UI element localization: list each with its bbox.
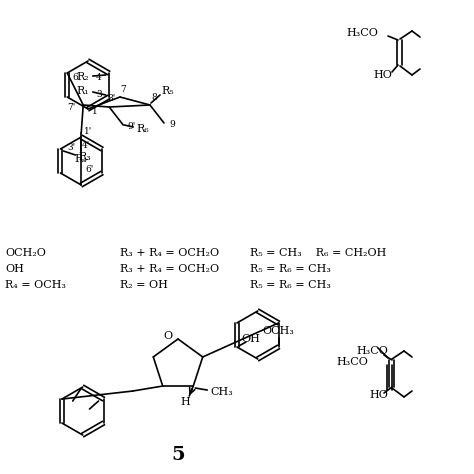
Text: 6': 6': [86, 165, 94, 174]
Text: H₃CO: H₃CO: [346, 28, 378, 38]
Text: R₁: R₁: [76, 86, 89, 96]
Text: 8: 8: [151, 92, 157, 101]
Text: H₃CO: H₃CO: [356, 346, 388, 356]
Text: R₅ = R₆ = CH₃: R₅ = R₆ = CH₃: [250, 264, 331, 274]
Text: 4: 4: [96, 73, 101, 82]
Text: R₃ + R₄ = OCH₂O: R₃ + R₄ = OCH₂O: [120, 264, 219, 274]
Text: 8': 8': [107, 93, 115, 102]
Text: R₅ = R₆ = CH₃: R₅ = R₆ = CH₃: [250, 280, 331, 290]
Text: 1: 1: [92, 107, 98, 116]
Text: R₂: R₂: [76, 72, 89, 82]
Text: 6: 6: [73, 73, 78, 82]
Text: H₃CO: H₃CO: [336, 357, 368, 367]
Text: OCH₃: OCH₃: [263, 326, 294, 336]
Text: H: H: [181, 397, 190, 407]
Text: OH: OH: [242, 334, 260, 344]
Text: 3': 3': [67, 143, 75, 152]
Text: R₃: R₃: [78, 152, 91, 162]
Text: R₄: R₄: [75, 154, 88, 164]
Text: R₆: R₆: [137, 124, 150, 134]
Text: HO: HO: [373, 70, 392, 80]
Text: OCH₂O: OCH₂O: [5, 248, 46, 258]
Text: 3: 3: [96, 90, 101, 99]
Text: 9: 9: [169, 119, 175, 128]
Text: 7': 7': [67, 102, 75, 111]
Text: R₅ = CH₃    R₆ = CH₂OH: R₅ = CH₃ R₆ = CH₂OH: [250, 248, 386, 258]
Text: 4': 4': [82, 142, 91, 151]
Text: R₄ = OCH₃: R₄ = OCH₃: [5, 280, 66, 290]
Text: 7: 7: [120, 84, 126, 93]
Text: OH: OH: [5, 264, 24, 274]
Text: O: O: [164, 331, 173, 341]
Text: 9': 9': [127, 121, 136, 130]
Text: HO: HO: [369, 390, 388, 400]
Text: 1': 1': [84, 127, 92, 136]
Text: CH₃: CH₃: [210, 387, 233, 397]
Text: R₃ + R₄ = OCH₂O: R₃ + R₄ = OCH₂O: [120, 248, 219, 258]
Text: R₅: R₅: [162, 86, 174, 96]
Text: 5: 5: [171, 446, 185, 464]
Text: R₂ = OH: R₂ = OH: [120, 280, 168, 290]
